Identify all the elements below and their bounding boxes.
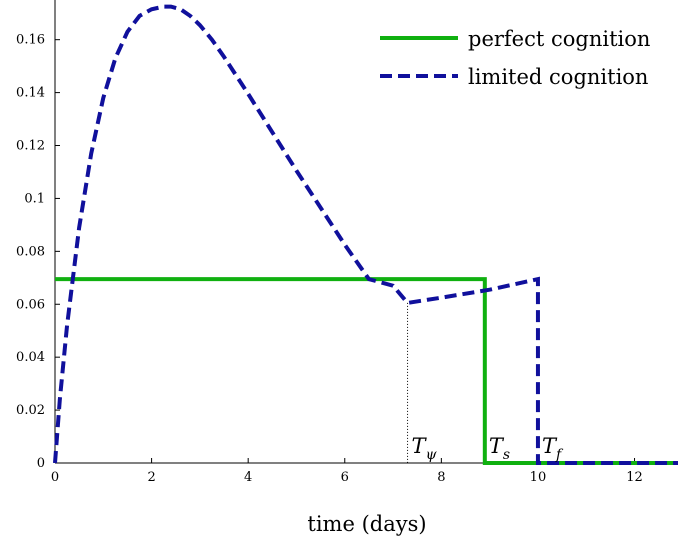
x-tick-label: 12 — [626, 470, 643, 485]
x-tick-label: 6 — [341, 470, 349, 485]
y-tick-label: 0.16 — [16, 33, 45, 48]
x-tick-label: 0 — [51, 470, 59, 485]
y-tick-label: 0.08 — [16, 244, 45, 259]
annotation-T_f: Tf — [542, 434, 564, 463]
series-line-perfect-cognition — [55, 277, 678, 465]
legend-label-limited-cognition: limited cognition — [468, 65, 648, 89]
series-line-limited-cognition — [53, 4, 678, 465]
x-tick-label: 4 — [244, 470, 252, 485]
annotation-T_psi: Tψ — [412, 434, 438, 463]
y-tick-label: 0.02 — [16, 403, 45, 418]
tick-marks: 0 2 4 6 8 10 12 0 0.02 0.04 0.06 0.08 0.1 0.12 0.14 0.1… — [16, 33, 643, 485]
annotation-subscript: f — [555, 447, 564, 463]
x-tick-label: 2 — [147, 470, 155, 485]
series-lines — [53, 4, 678, 465]
x-tick-label: 10 — [530, 470, 547, 485]
y-tick-label: 0.06 — [16, 297, 45, 312]
y-tick-label: 0.04 — [16, 350, 45, 365]
y-tick-label: 0.14 — [16, 86, 45, 101]
legend: perfect cognition limited cognition — [380, 27, 650, 89]
annotation-subscript: s — [503, 447, 510, 463]
x-tick-label: 8 — [437, 470, 445, 485]
annotation-subscript: ψ — [426, 447, 438, 463]
y-tick-label: 0.12 — [16, 139, 45, 154]
y-tick-label: 0 — [37, 456, 45, 471]
x-axis-title: time (days) — [307, 512, 426, 536]
annotation-T_s: Ts — [489, 434, 510, 463]
legend-label-perfect-cognition: perfect cognition — [468, 27, 650, 51]
y-tick-label: 0.1 — [24, 191, 45, 206]
